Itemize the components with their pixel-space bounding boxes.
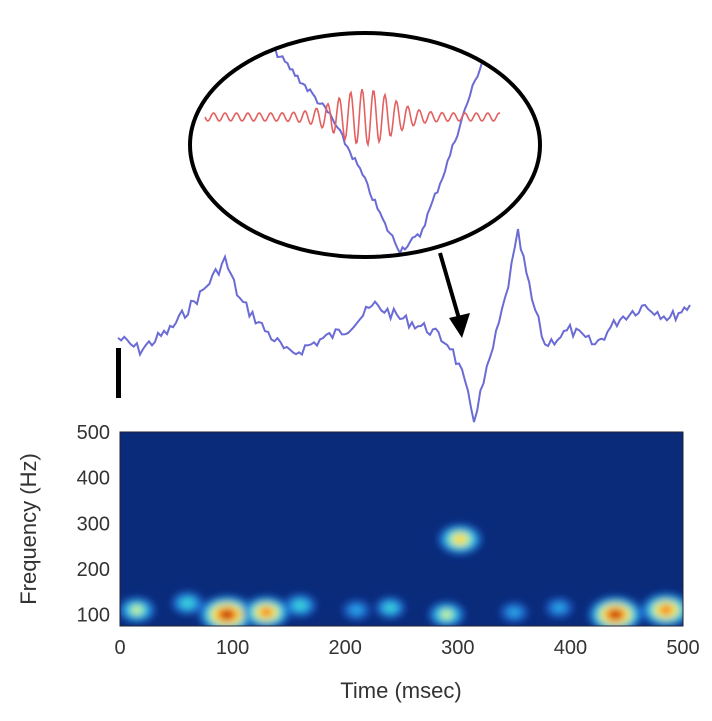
x-tick-label: 200 [329, 637, 362, 659]
inset-background [190, 33, 540, 257]
spectrogram-hotspot [182, 599, 193, 607]
y-tick-label: 200 [77, 559, 110, 581]
x-tick-label: 300 [441, 637, 474, 659]
spectrogram-hotspot [455, 536, 465, 543]
spectrogram-hotspot [552, 602, 566, 613]
inset-filtered-ripple [204, 88, 501, 148]
zoom-inset [188, 31, 542, 259]
inset-outline [188, 31, 542, 259]
spectrogram-hotspot [385, 604, 396, 612]
spectrogram-background [120, 432, 683, 626]
spectrogram-hotspot [442, 611, 452, 618]
y-tick-label: 100 [77, 605, 110, 627]
x-tick-label: 100 [216, 637, 249, 659]
spectrogram-hotspot [349, 605, 364, 615]
spectrogram-hotspot [132, 606, 142, 614]
spectrogram-hotspot [611, 611, 620, 618]
y-axis-title: Frequency (Hz) [16, 453, 41, 605]
spectrogram-hotspots [120, 524, 683, 626]
y-tick-label: 300 [77, 513, 110, 535]
raw-signal-panel [116, 31, 691, 423]
y-tick-label: 400 [77, 468, 110, 490]
amplitude-scale-bar [116, 348, 121, 398]
spectrogram-hotspot [507, 607, 521, 618]
x-tick-label: 0 [114, 637, 125, 659]
spectrogram-hotspot [222, 611, 231, 618]
inset-arrow [438, 252, 470, 338]
spectrogram-hotspot [262, 609, 271, 616]
raw-signal-trace [117, 228, 691, 423]
spectrogram-hotspot [294, 601, 306, 610]
y-tick-labels: 100 200 300 400 500 [77, 422, 110, 627]
y-tick-label: 500 [77, 422, 110, 444]
spectrogram-frame [119, 431, 684, 627]
x-tick-label: 400 [554, 637, 587, 659]
inset-zoomed-trace [234, 39, 491, 256]
spectrogram-hotspot [661, 607, 671, 613]
x-tick-labels: 0 100 200 300 400 500 [114, 637, 699, 659]
x-tick-label: 500 [666, 637, 699, 659]
x-axis-title: Time (msec) [340, 678, 461, 703]
